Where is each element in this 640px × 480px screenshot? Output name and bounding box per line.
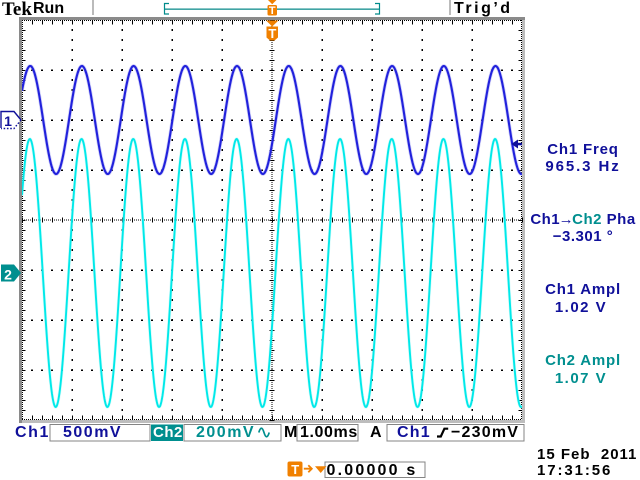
svg-text:T: T bbox=[291, 462, 299, 477]
svg-text:T: T bbox=[269, 5, 276, 17]
svg-text:1: 1 bbox=[4, 113, 12, 129]
svg-text:2: 2 bbox=[4, 267, 12, 283]
svg-text:T: T bbox=[268, 26, 276, 41]
